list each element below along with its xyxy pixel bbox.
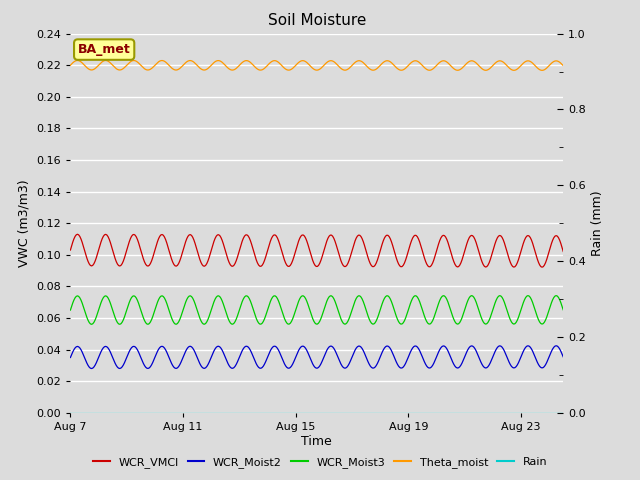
Rain: [538, 410, 546, 416]
WCR_Moist3: [559, 307, 567, 312]
WCR_Moist3: [474, 303, 481, 309]
WCR_VMCl: [287, 261, 295, 266]
WCR_VMCl: [74, 231, 81, 237]
Theta_moist: [559, 63, 567, 69]
WCR_Moist2: [559, 354, 567, 360]
Rain: [83, 410, 91, 416]
WCR_VMCl: [232, 258, 240, 264]
WCR_Moist3: [311, 320, 319, 326]
WCR_VMCl: [84, 259, 92, 264]
Theta_moist: [84, 66, 92, 72]
WCR_Moist3: [83, 314, 91, 320]
WCR_Moist2: [474, 351, 481, 357]
WCR_VMCl: [474, 243, 481, 249]
Title: Soil Moisture: Soil Moisture: [268, 13, 366, 28]
WCR_Moist3: [232, 316, 240, 322]
WCR_Moist2: [540, 365, 547, 371]
Legend: WCR_VMCl, WCR_Moist2, WCR_Moist3, Theta_moist, Rain: WCR_VMCl, WCR_Moist2, WCR_Moist3, Theta_…: [88, 452, 552, 472]
WCR_VMCl: [311, 263, 319, 268]
Line: WCR_Moist2: WCR_Moist2: [70, 346, 563, 369]
Rain: [310, 410, 317, 416]
Line: WCR_Moist3: WCR_Moist3: [70, 296, 563, 324]
Theta_moist: [74, 58, 81, 63]
WCR_Moist2: [232, 361, 240, 367]
WCR_VMCl: [67, 247, 74, 253]
WCR_Moist2: [552, 343, 560, 348]
Theta_moist: [287, 66, 295, 72]
WCR_Moist2: [67, 355, 74, 360]
WCR_VMCl: [541, 262, 548, 268]
WCR_Moist3: [552, 293, 560, 299]
Rain: [67, 410, 74, 416]
WCR_Moist2: [83, 360, 91, 366]
WCR_VMCl: [559, 249, 567, 254]
WCR_Moist2: [311, 364, 319, 370]
WCR_Moist2: [88, 366, 95, 372]
WCR_Moist3: [67, 307, 74, 313]
WCR_Moist3: [540, 321, 547, 326]
Theta_moist: [541, 67, 548, 72]
Theta_moist: [474, 61, 481, 67]
Line: WCR_VMCl: WCR_VMCl: [70, 234, 563, 267]
WCR_Moist3: [88, 322, 95, 327]
Rain: [231, 410, 239, 416]
WCR_Moist2: [287, 363, 295, 369]
Y-axis label: Rain (mm): Rain (mm): [591, 191, 604, 256]
WCR_Moist3: [287, 319, 295, 324]
X-axis label: Time: Time: [301, 434, 332, 448]
Y-axis label: VWC (m3/m3): VWC (m3/m3): [18, 180, 31, 267]
Theta_moist: [538, 68, 546, 73]
WCR_VMCl: [538, 264, 546, 270]
Theta_moist: [67, 62, 74, 68]
Rain: [472, 410, 480, 416]
Rain: [287, 410, 294, 416]
Theta_moist: [311, 67, 319, 72]
Theta_moist: [232, 65, 240, 71]
Rain: [559, 410, 567, 416]
Text: BA_met: BA_met: [78, 43, 131, 56]
Line: Theta_moist: Theta_moist: [70, 60, 563, 71]
